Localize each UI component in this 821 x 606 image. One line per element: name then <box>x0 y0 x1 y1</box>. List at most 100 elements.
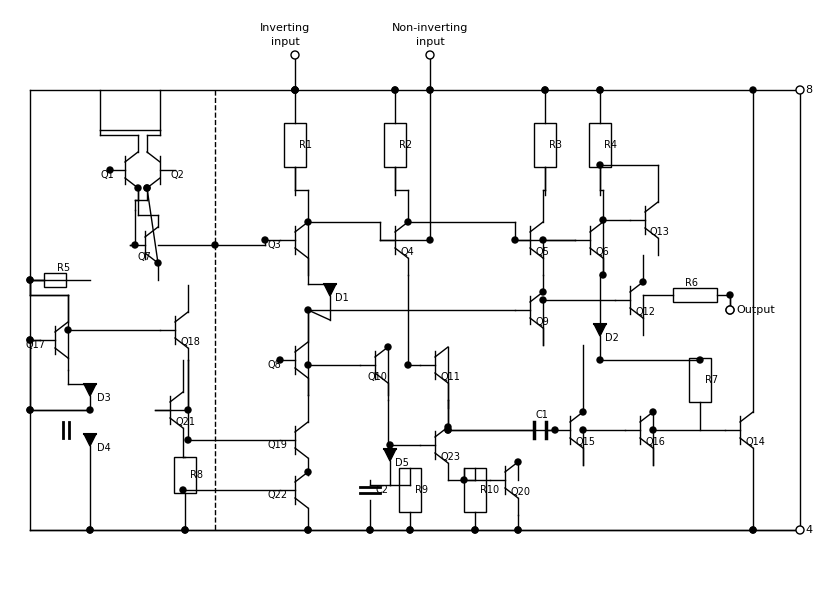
Text: D1: D1 <box>335 293 349 303</box>
Circle shape <box>292 87 298 93</box>
Circle shape <box>144 185 150 191</box>
Text: R3: R3 <box>549 140 562 150</box>
Text: R2: R2 <box>399 140 412 150</box>
Circle shape <box>750 87 756 93</box>
Circle shape <box>292 87 298 93</box>
Circle shape <box>540 289 546 295</box>
Text: input: input <box>271 37 300 47</box>
Circle shape <box>796 526 804 534</box>
Text: Q7: Q7 <box>137 252 151 262</box>
Circle shape <box>597 162 603 168</box>
Text: input: input <box>415 37 444 47</box>
Circle shape <box>305 527 311 533</box>
Circle shape <box>392 87 398 93</box>
Text: Q5: Q5 <box>535 247 549 257</box>
Circle shape <box>727 292 733 298</box>
Polygon shape <box>324 284 336 296</box>
Circle shape <box>405 362 411 368</box>
Circle shape <box>180 487 186 493</box>
Circle shape <box>65 327 71 333</box>
Circle shape <box>87 527 93 533</box>
Text: Q6: Q6 <box>595 247 608 257</box>
Text: Q23: Q23 <box>440 452 460 462</box>
Circle shape <box>182 527 188 533</box>
Polygon shape <box>384 449 396 461</box>
Circle shape <box>427 87 433 93</box>
Circle shape <box>407 527 413 533</box>
Circle shape <box>580 427 586 433</box>
Circle shape <box>87 407 93 413</box>
Text: D2: D2 <box>605 333 619 343</box>
Circle shape <box>796 86 804 94</box>
Circle shape <box>305 307 311 313</box>
Text: Q20: Q20 <box>510 487 530 497</box>
Circle shape <box>277 357 283 363</box>
Circle shape <box>726 306 734 314</box>
Polygon shape <box>84 384 96 396</box>
Bar <box>399 468 421 512</box>
Circle shape <box>427 237 433 243</box>
Circle shape <box>144 185 150 191</box>
Circle shape <box>472 527 478 533</box>
Bar <box>589 123 611 167</box>
Text: Q3: Q3 <box>267 240 281 250</box>
Text: Q15: Q15 <box>575 437 595 447</box>
Circle shape <box>515 459 521 465</box>
Circle shape <box>27 277 33 283</box>
Circle shape <box>640 279 646 285</box>
Text: R8: R8 <box>190 470 203 480</box>
Bar <box>44 273 66 287</box>
Circle shape <box>132 242 138 248</box>
Circle shape <box>305 362 311 368</box>
Circle shape <box>427 87 433 93</box>
Circle shape <box>597 87 603 93</box>
Circle shape <box>135 185 141 191</box>
Text: R9: R9 <box>415 485 428 495</box>
Bar <box>464 468 486 512</box>
Circle shape <box>726 306 734 314</box>
Text: R1: R1 <box>299 140 312 150</box>
Bar <box>384 123 406 167</box>
Text: Q16: Q16 <box>645 437 665 447</box>
Circle shape <box>27 277 33 283</box>
Circle shape <box>472 527 478 533</box>
Circle shape <box>650 409 656 415</box>
Circle shape <box>367 527 373 533</box>
Circle shape <box>291 51 299 59</box>
Circle shape <box>185 407 191 413</box>
Circle shape <box>445 427 451 433</box>
Text: Q8: Q8 <box>267 360 281 370</box>
Circle shape <box>445 424 451 430</box>
Text: Non-inverting: Non-inverting <box>392 23 468 33</box>
Text: Q14: Q14 <box>745 437 765 447</box>
Bar <box>174 457 196 493</box>
Circle shape <box>697 357 703 363</box>
Circle shape <box>155 260 161 266</box>
Text: Output: Output <box>736 305 775 315</box>
Circle shape <box>27 337 33 343</box>
Bar <box>689 358 711 402</box>
Text: 8: 8 <box>805 85 812 95</box>
Circle shape <box>597 357 603 363</box>
Text: Q22: Q22 <box>267 490 287 500</box>
Circle shape <box>512 237 518 243</box>
Text: C1: C1 <box>535 410 548 420</box>
Text: Q12: Q12 <box>635 307 655 317</box>
Bar <box>534 123 556 167</box>
Circle shape <box>600 272 606 278</box>
Text: Q2: Q2 <box>170 170 184 180</box>
Text: 4: 4 <box>805 525 812 535</box>
Polygon shape <box>594 324 606 336</box>
Circle shape <box>262 237 268 243</box>
Text: D3: D3 <box>97 393 111 403</box>
Circle shape <box>87 527 93 533</box>
Circle shape <box>305 219 311 225</box>
Text: Q9: Q9 <box>535 317 548 327</box>
Circle shape <box>552 427 558 433</box>
Circle shape <box>597 87 603 93</box>
Text: D5: D5 <box>395 458 409 468</box>
Circle shape <box>27 407 33 413</box>
Circle shape <box>305 469 311 475</box>
Circle shape <box>580 409 586 415</box>
Circle shape <box>185 437 191 443</box>
